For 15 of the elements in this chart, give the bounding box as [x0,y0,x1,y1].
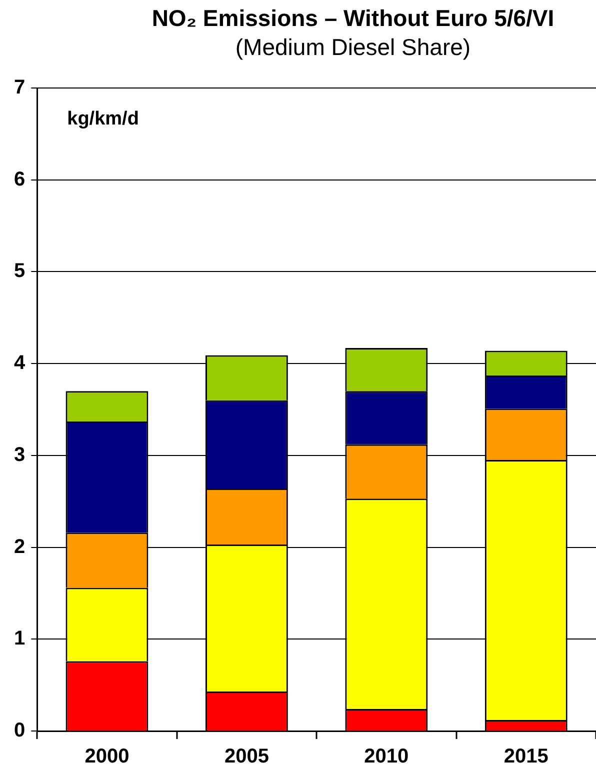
y-tick-label: 2 [14,536,26,558]
x-tick-label: 2015 [504,746,548,768]
x-tick-label: 2010 [364,746,409,768]
x-tick-label: 2005 [224,746,269,768]
y-tick-label: 1 [14,628,26,650]
chart-subtitle: (Medium Diesel Share) [235,34,471,60]
y-tick-label: 6 [14,168,26,190]
chart-title: NO₂ Emissions – Without Euro 5/6/VI [152,5,554,31]
y-tick-label: 3 [14,444,26,466]
y-tick-label: 5 [14,260,26,282]
y-axis-title: kg/km/d [67,108,139,130]
y-tick-label: 7 [14,76,26,99]
x-tick-label: 2000 [84,746,130,768]
y-tick-label: 0 [14,720,26,742]
y-tick-label: 4 [14,352,26,374]
